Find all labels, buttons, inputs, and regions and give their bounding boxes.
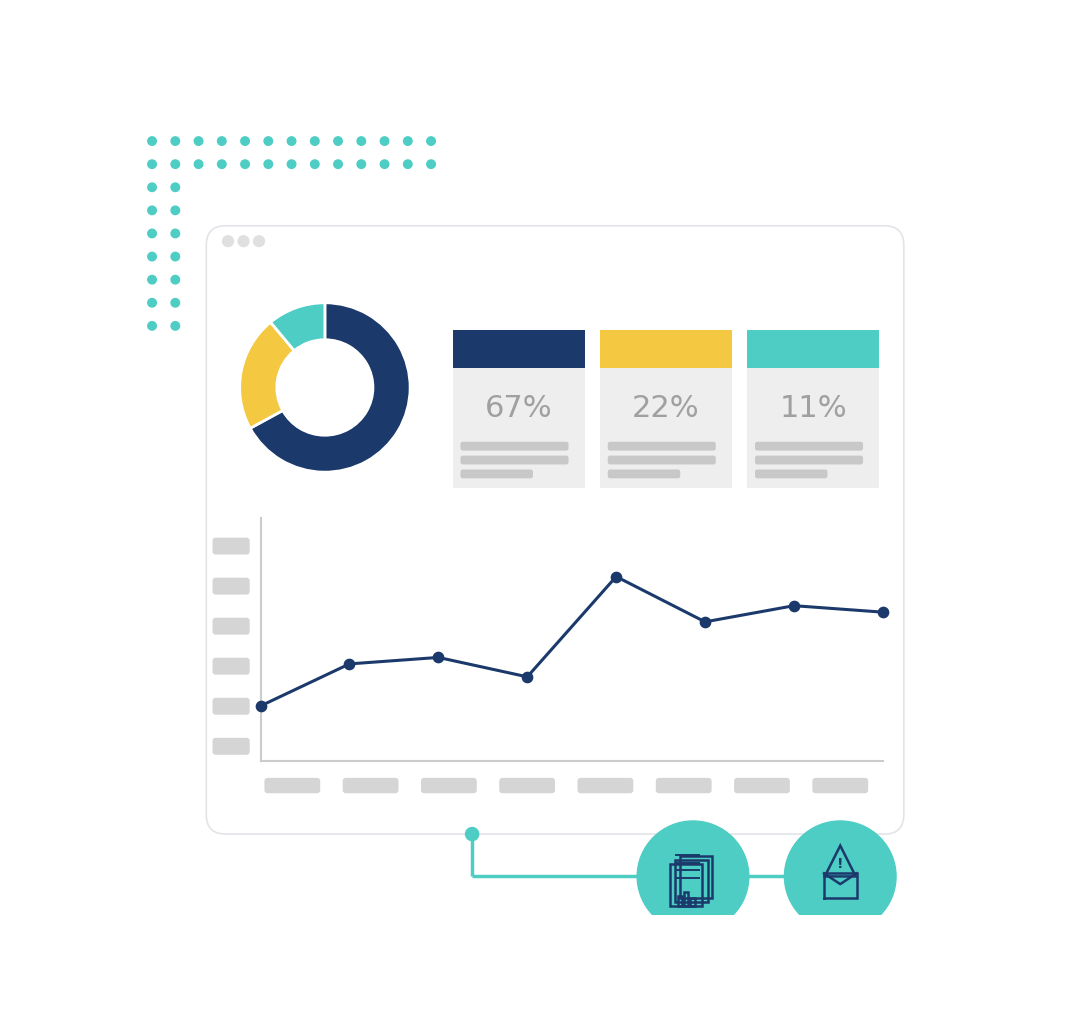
- FancyBboxPatch shape: [608, 455, 716, 465]
- Circle shape: [222, 235, 233, 247]
- Text: !: !: [837, 857, 843, 871]
- Text: 67%: 67%: [485, 394, 553, 423]
- Circle shape: [311, 160, 319, 169]
- Circle shape: [404, 137, 413, 145]
- FancyBboxPatch shape: [213, 618, 249, 634]
- FancyBboxPatch shape: [206, 226, 904, 834]
- FancyBboxPatch shape: [608, 442, 716, 450]
- FancyBboxPatch shape: [747, 330, 879, 368]
- Circle shape: [427, 137, 435, 145]
- Circle shape: [148, 298, 157, 307]
- Circle shape: [171, 276, 179, 284]
- Circle shape: [171, 298, 179, 307]
- FancyBboxPatch shape: [755, 442, 863, 450]
- Circle shape: [148, 160, 157, 169]
- Circle shape: [380, 137, 389, 145]
- Circle shape: [264, 137, 272, 145]
- Circle shape: [171, 252, 179, 261]
- Circle shape: [238, 235, 248, 247]
- Circle shape: [194, 137, 203, 145]
- Circle shape: [404, 160, 413, 169]
- FancyBboxPatch shape: [213, 658, 249, 674]
- Circle shape: [276, 339, 373, 435]
- FancyBboxPatch shape: [421, 778, 476, 794]
- Circle shape: [148, 276, 157, 284]
- FancyBboxPatch shape: [600, 330, 732, 487]
- Circle shape: [148, 207, 157, 215]
- Text: 11%: 11%: [780, 394, 847, 423]
- Circle shape: [465, 828, 478, 841]
- Circle shape: [171, 160, 179, 169]
- FancyBboxPatch shape: [608, 470, 680, 478]
- Point: [785, 597, 802, 614]
- FancyBboxPatch shape: [812, 778, 868, 794]
- FancyBboxPatch shape: [460, 455, 568, 465]
- Point: [697, 614, 714, 630]
- Point: [252, 698, 269, 714]
- FancyBboxPatch shape: [453, 330, 584, 368]
- Circle shape: [427, 160, 435, 169]
- Point: [341, 656, 359, 672]
- Circle shape: [148, 322, 157, 330]
- FancyBboxPatch shape: [499, 778, 555, 794]
- Point: [608, 568, 625, 585]
- Point: [874, 603, 891, 620]
- Circle shape: [194, 160, 203, 169]
- Circle shape: [171, 229, 179, 237]
- Circle shape: [287, 160, 296, 169]
- Circle shape: [171, 183, 179, 191]
- FancyBboxPatch shape: [213, 538, 249, 554]
- FancyBboxPatch shape: [265, 778, 321, 794]
- Circle shape: [334, 137, 342, 145]
- Circle shape: [217, 137, 226, 145]
- FancyBboxPatch shape: [600, 330, 732, 368]
- FancyBboxPatch shape: [755, 455, 863, 465]
- FancyBboxPatch shape: [747, 330, 879, 487]
- Wedge shape: [270, 303, 325, 351]
- FancyBboxPatch shape: [578, 778, 633, 794]
- Circle shape: [171, 207, 179, 215]
- Circle shape: [171, 137, 179, 145]
- Point: [430, 650, 447, 666]
- Circle shape: [148, 229, 157, 237]
- FancyBboxPatch shape: [453, 330, 584, 487]
- FancyBboxPatch shape: [213, 578, 249, 594]
- Circle shape: [287, 137, 296, 145]
- FancyBboxPatch shape: [656, 778, 712, 794]
- Circle shape: [357, 160, 365, 169]
- Circle shape: [171, 322, 179, 330]
- Circle shape: [241, 160, 249, 169]
- Circle shape: [637, 821, 748, 931]
- Circle shape: [148, 137, 157, 145]
- FancyBboxPatch shape: [734, 778, 789, 794]
- Circle shape: [334, 160, 342, 169]
- Circle shape: [254, 235, 265, 247]
- Wedge shape: [251, 303, 410, 472]
- Circle shape: [264, 160, 272, 169]
- FancyBboxPatch shape: [460, 442, 568, 450]
- Circle shape: [148, 252, 157, 261]
- FancyBboxPatch shape: [213, 738, 249, 755]
- Point: [518, 668, 536, 685]
- FancyBboxPatch shape: [213, 698, 249, 714]
- Text: 22%: 22%: [632, 394, 700, 423]
- Circle shape: [311, 137, 319, 145]
- Circle shape: [217, 160, 226, 169]
- FancyBboxPatch shape: [755, 470, 827, 478]
- Circle shape: [380, 160, 389, 169]
- Wedge shape: [240, 322, 294, 429]
- Circle shape: [357, 137, 365, 145]
- Circle shape: [148, 183, 157, 191]
- Circle shape: [784, 821, 896, 931]
- FancyBboxPatch shape: [342, 778, 399, 794]
- FancyBboxPatch shape: [460, 470, 532, 478]
- Circle shape: [241, 137, 249, 145]
